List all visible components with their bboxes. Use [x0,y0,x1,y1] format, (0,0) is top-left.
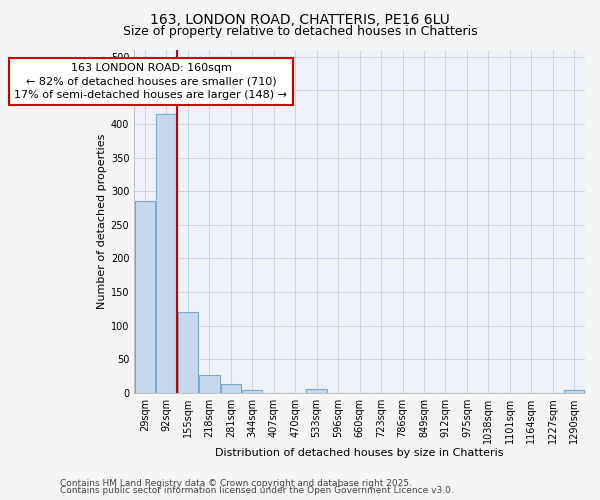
Text: 163, LONDON ROAD, CHATTERIS, PE16 6LU: 163, LONDON ROAD, CHATTERIS, PE16 6LU [150,12,450,26]
Bar [178,312,198,393]
Bar [242,390,262,393]
Text: Contains HM Land Registry data © Crown copyright and database right 2025.: Contains HM Land Registry data © Crown c… [60,478,412,488]
Bar [564,390,584,393]
Bar [156,114,176,393]
Text: Contains public sector information licensed under the Open Government Licence v3: Contains public sector information licen… [60,486,454,495]
Bar [307,390,327,393]
Bar [199,374,220,393]
X-axis label: Distribution of detached houses by size in Chatteris: Distribution of detached houses by size … [215,448,504,458]
Text: 163 LONDON ROAD: 160sqm
← 82% of detached houses are smaller (710)
17% of semi-d: 163 LONDON ROAD: 160sqm ← 82% of detache… [14,64,287,100]
Y-axis label: Number of detached properties: Number of detached properties [97,134,107,309]
Text: Size of property relative to detached houses in Chatteris: Size of property relative to detached ho… [122,25,478,38]
Bar [135,202,155,393]
Bar [221,384,241,393]
